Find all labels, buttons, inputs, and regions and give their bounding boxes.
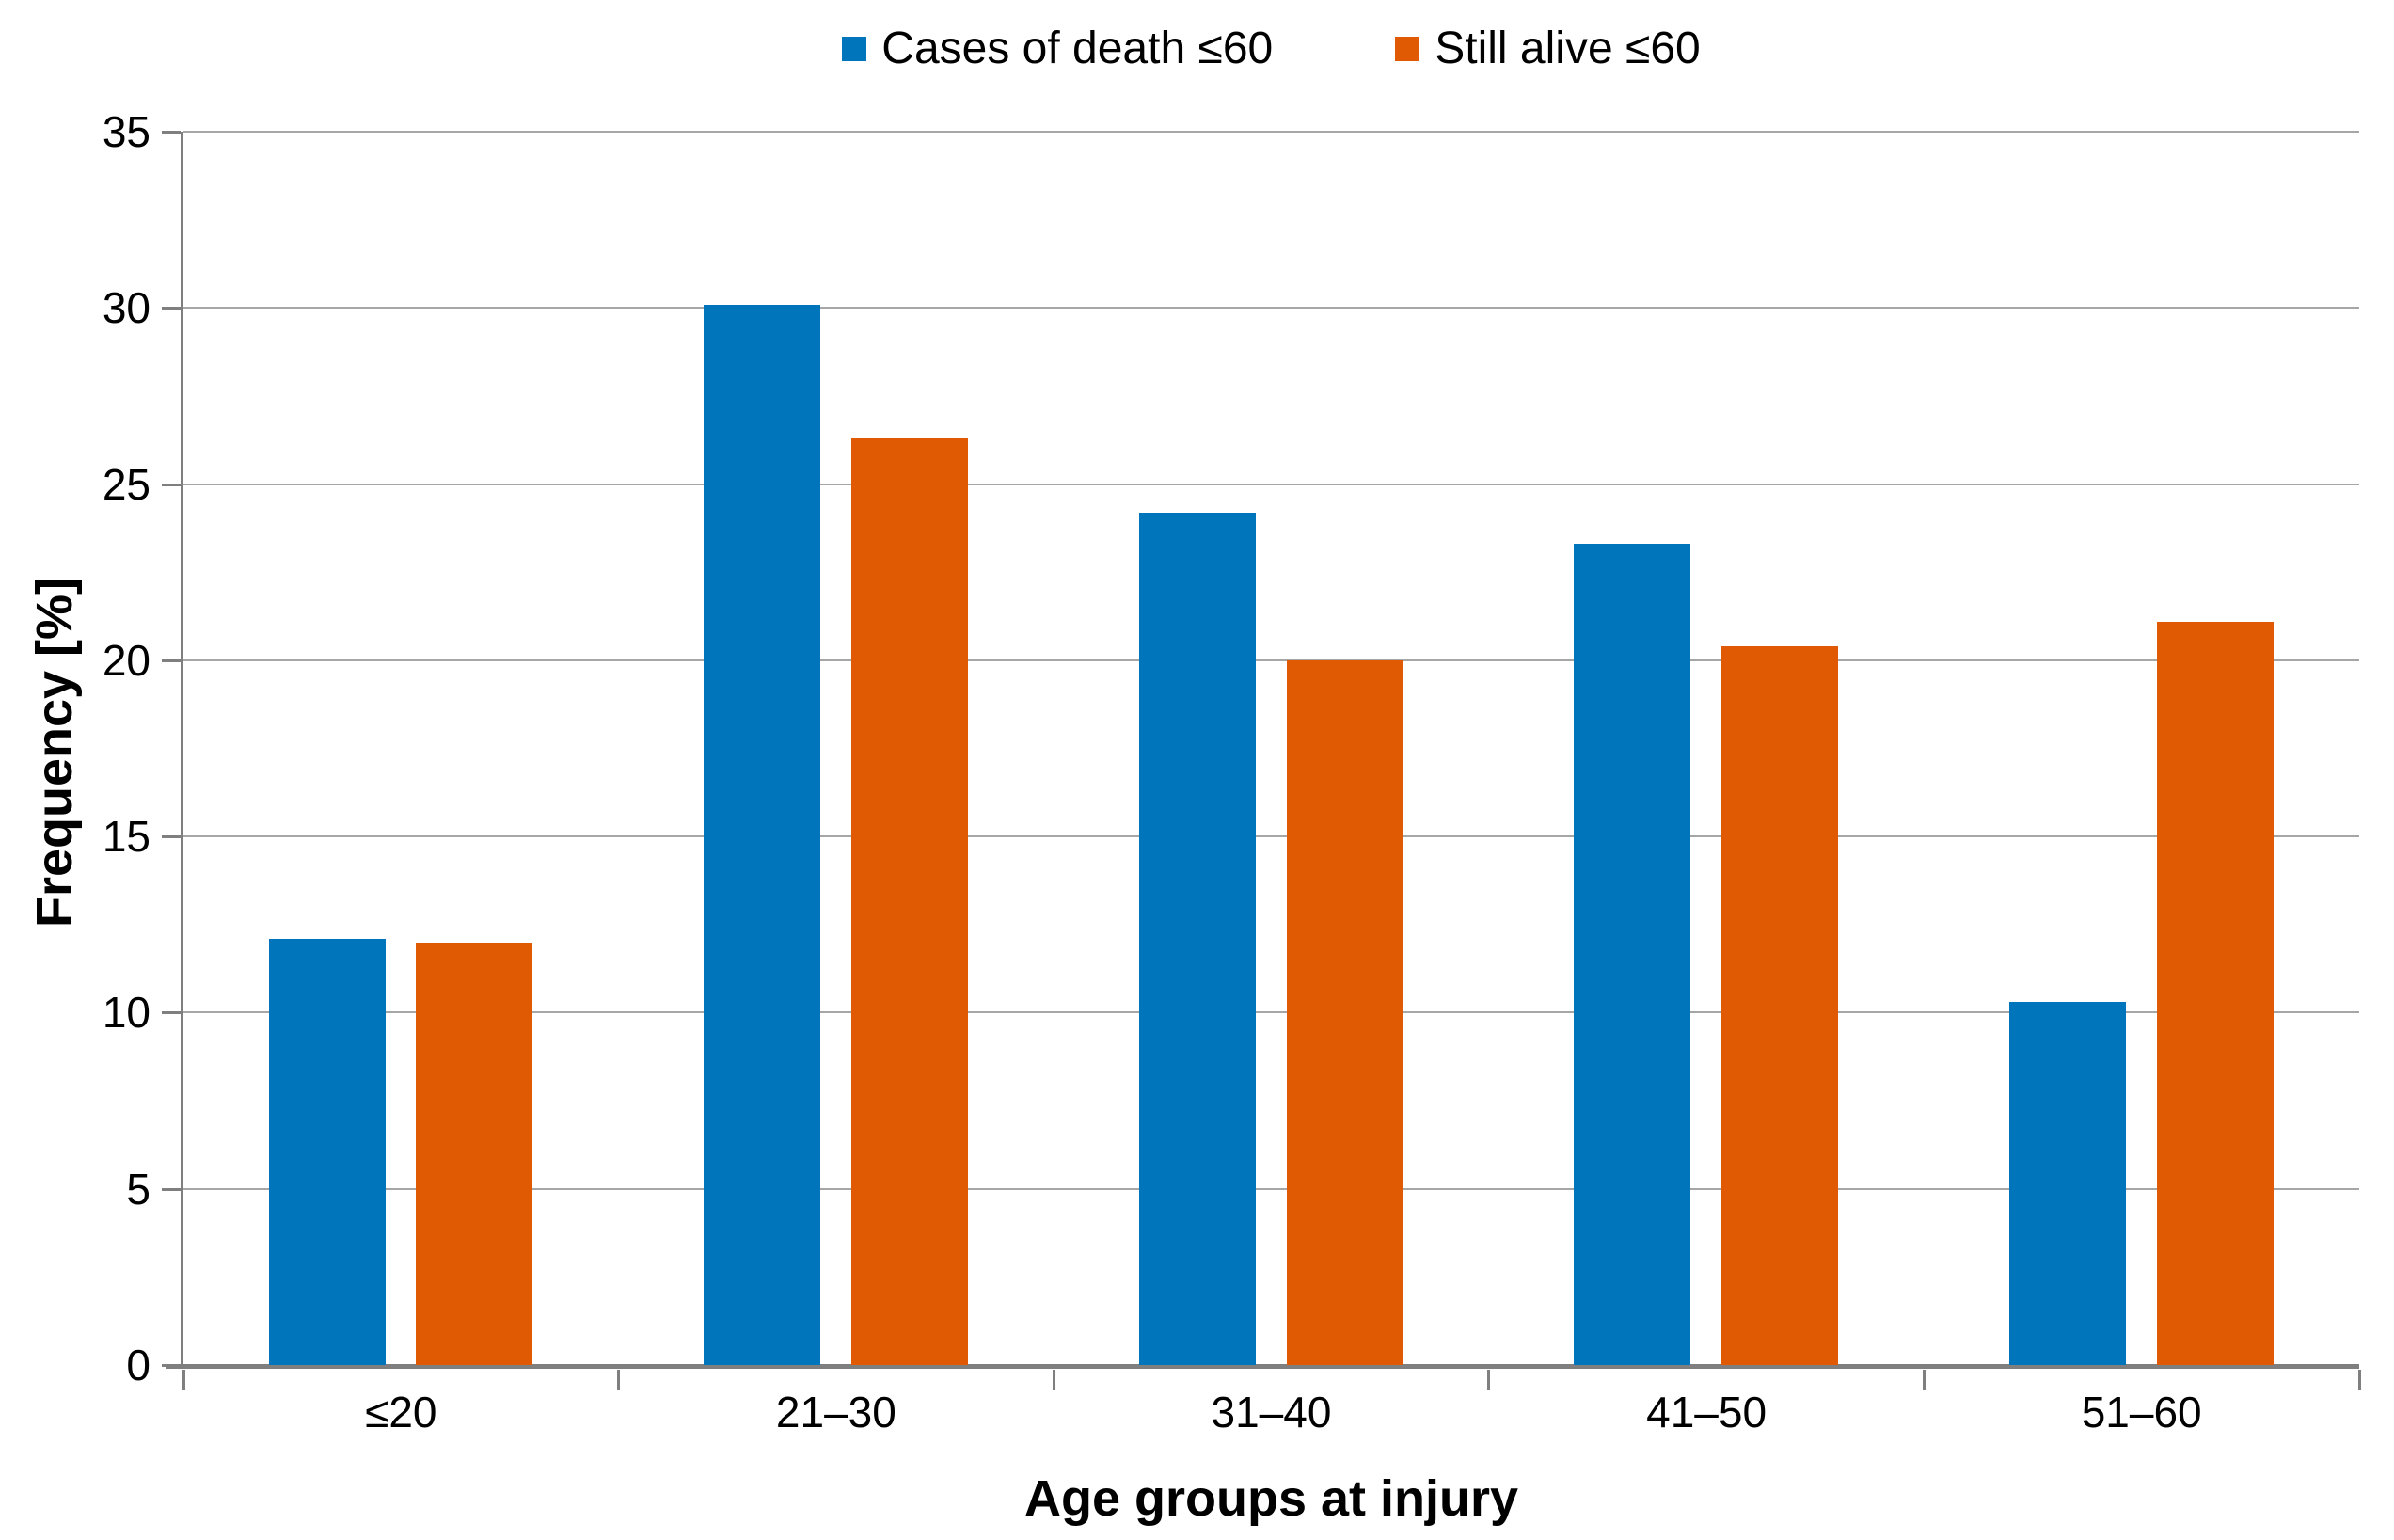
x-axis-boundary-tick-4 — [1922, 1370, 1926, 1390]
x-axis-boundary-tick-5 — [2357, 1370, 2361, 1390]
y-tick-10 — [162, 1011, 181, 1015]
y-tick-30 — [162, 307, 181, 310]
y-tick-label-15: 15 — [102, 812, 151, 862]
legend-item-still-alive: Still alive ≤60 — [1395, 24, 1701, 73]
bar-alive-2 — [851, 437, 969, 1365]
y-tick-20 — [162, 659, 181, 662]
y-tick-25 — [162, 483, 181, 486]
y-tick-label-0: 0 — [126, 1341, 151, 1389]
bar-alive-3 — [1286, 659, 1403, 1365]
category-slot-2 — [619, 132, 1054, 1365]
gridline-5 — [183, 1187, 2359, 1190]
x-axis-boundary-tick-1 — [617, 1370, 621, 1390]
legend-label-cases-of-death: Cases of death ≤60 — [881, 24, 1274, 73]
plot-area — [162, 131, 2361, 1390]
y-tick-35 — [162, 131, 181, 134]
legend-swatch-still-alive — [1395, 37, 1420, 61]
y-tick-label-35: 35 — [102, 107, 151, 156]
x-axis-boundary-tick-0 — [182, 1370, 185, 1390]
gridline-25 — [183, 483, 2359, 485]
legend: Cases of death ≤60 Still alive ≤60 — [183, 21, 2359, 77]
category-slot-3 — [1054, 132, 1489, 1365]
category-slot-1 — [183, 132, 619, 1365]
gridline-30 — [183, 307, 2359, 310]
legend-label-still-alive: Still alive ≤60 — [1435, 24, 1701, 73]
gridline-20 — [183, 659, 2359, 661]
y-tick-15 — [162, 835, 181, 839]
bar-alive-1 — [416, 942, 533, 1365]
gridline-35 — [183, 131, 2359, 133]
x-tick-label-5: 51–60 — [2081, 1388, 2202, 1437]
y-tick-label-30: 30 — [102, 283, 151, 333]
gridline-15 — [183, 835, 2359, 838]
y-axis-line — [181, 132, 183, 1365]
bar-alive-5 — [2156, 621, 2274, 1365]
bar-alive-4 — [1721, 645, 1839, 1365]
y-tick-label-5: 5 — [126, 1164, 151, 1214]
gridline-10 — [183, 1011, 2359, 1014]
x-axis-line — [166, 1364, 2359, 1369]
x-axis-boundary-tick-3 — [1487, 1370, 1491, 1390]
x-tick-label-4: 41–50 — [1646, 1388, 1768, 1437]
y-tick-label-10: 10 — [102, 988, 151, 1038]
x-tick-label-2: 21–30 — [775, 1388, 896, 1437]
y-tick-label-25: 25 — [102, 459, 151, 509]
bar-death-3 — [1138, 512, 1256, 1365]
bar-death-4 — [1574, 544, 1691, 1365]
legend-item-cases-of-death: Cases of death ≤60 — [842, 26, 1273, 71]
x-axis-title: Age groups at injury — [1023, 1470, 1519, 1527]
y-tick-label-20: 20 — [102, 635, 151, 685]
bar-death-1 — [268, 938, 386, 1365]
y-tick-5 — [162, 1187, 181, 1191]
category-slot-5 — [1924, 132, 2359, 1365]
x-axis-boundary-tick-2 — [1052, 1370, 1055, 1390]
x-tick-label-1: ≤20 — [365, 1388, 437, 1437]
bar-death-2 — [704, 304, 821, 1365]
category-slot-4 — [1489, 132, 1925, 1365]
bar-death-5 — [2009, 1002, 2127, 1365]
x-tick-label-3: 31–40 — [1211, 1388, 1332, 1437]
legend-swatch-cases-of-death — [842, 37, 867, 61]
y-tick-0 — [162, 1364, 181, 1367]
